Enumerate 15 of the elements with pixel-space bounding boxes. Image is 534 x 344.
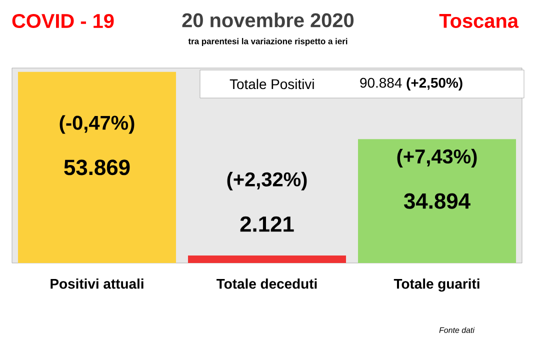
chart-subtitle: tra parentesi la variazione rispetto a ieri [188,38,348,46]
data-label: 2.121 [240,216,294,232]
annotation: 90.884 (+2,50%) [360,77,462,90]
annotation: (+2,32%) [227,172,307,190]
x-tick-label: Positivi attuali [50,278,144,289]
text: COVID - 19 [12,14,114,28]
chart-title: 20 novembre 2020 [182,12,354,28]
annotation: (+7,43%) [397,148,477,168]
annotation: (-0,47%) [60,115,134,134]
text: Toscana [439,14,519,28]
annotation: Totale Positivi [230,78,314,90]
data-label: 53.869 [64,160,130,176]
data-label: 34.894 [404,193,470,209]
x-tick-label: Totale guariti [394,278,480,292]
x-tick-label: Totale deceduti [216,278,317,289]
